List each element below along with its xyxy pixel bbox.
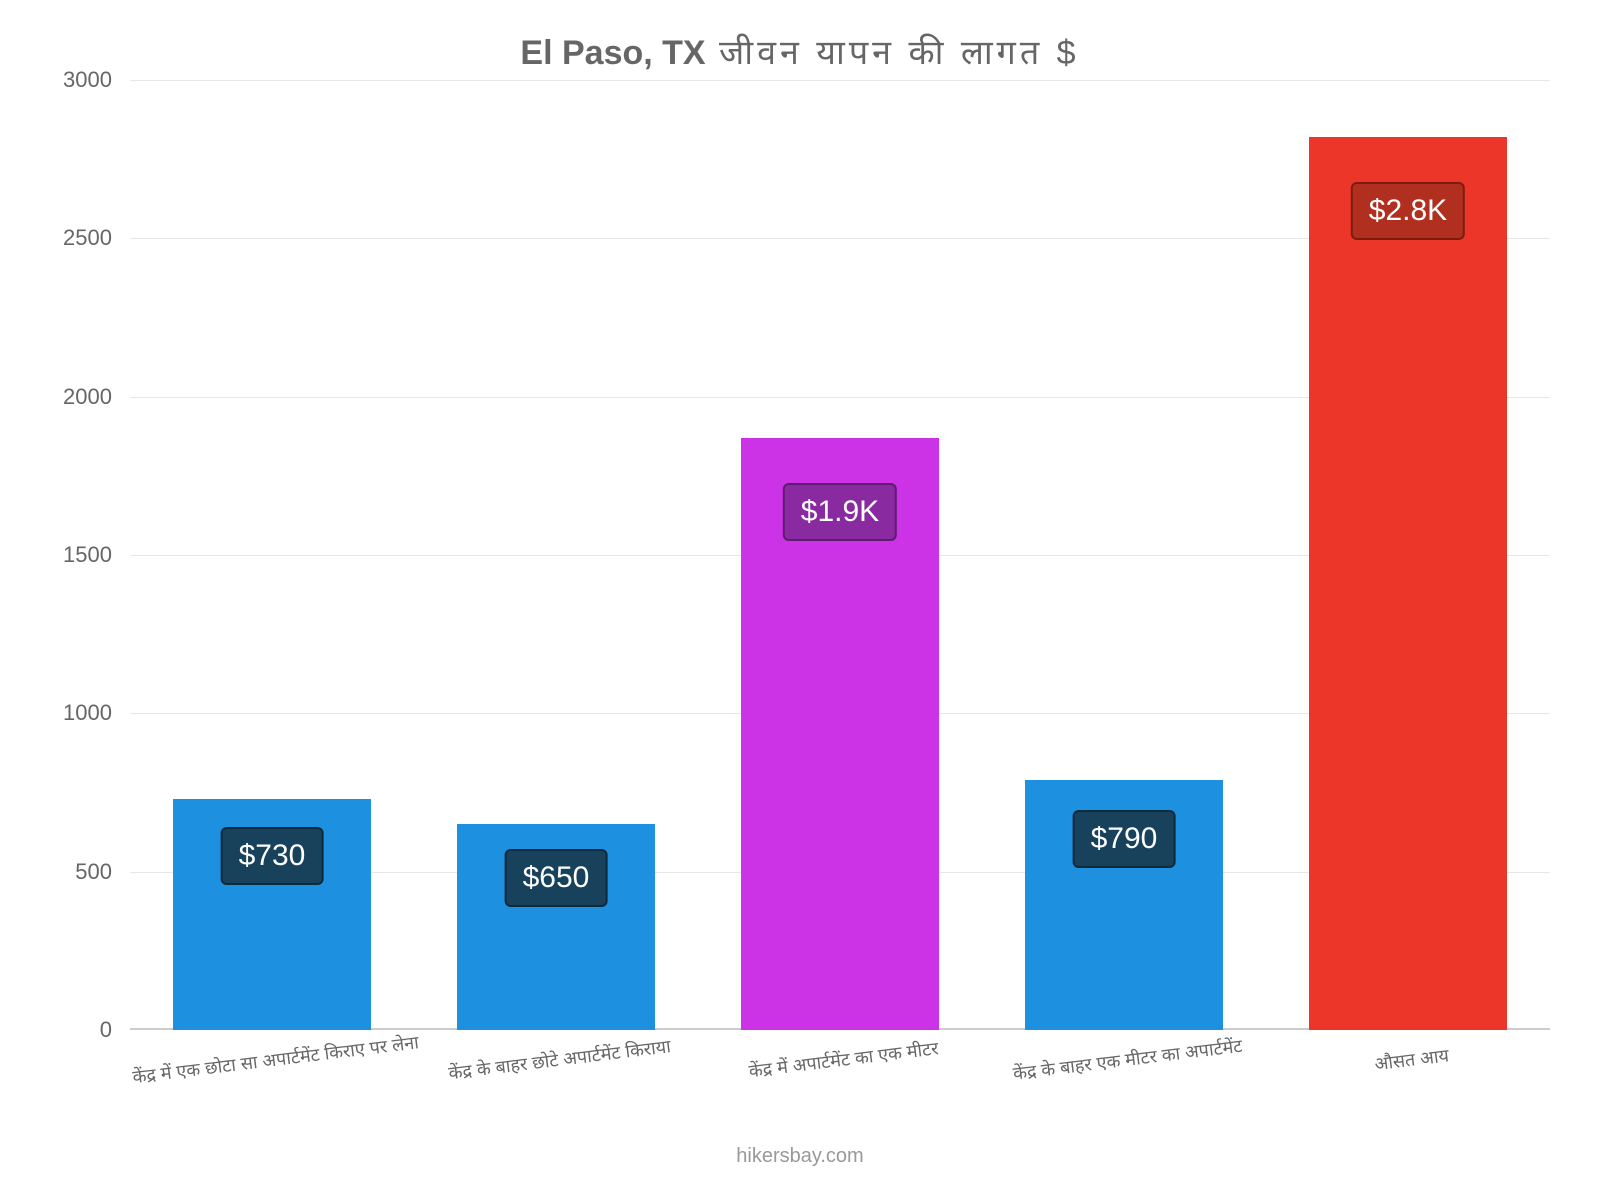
chart-title: El Paso, TX जीवन यापन की लागत $ <box>0 28 1600 74</box>
y-axis-label: 3000 <box>63 67 130 93</box>
bar: $650 <box>457 824 656 1030</box>
y-axis-label: 1000 <box>63 700 130 726</box>
bar-value-badge: $790 <box>1073 810 1176 868</box>
plot-area: 050010001500200025003000$730केंद्र में ए… <box>130 80 1550 1030</box>
bar-value-badge: $2.8K <box>1351 182 1465 240</box>
bar-value-badge: $650 <box>505 849 608 907</box>
x-axis-label: औसत आय <box>1371 1025 1450 1076</box>
gridline <box>130 80 1550 81</box>
y-axis-label: 2500 <box>63 225 130 251</box>
bar: $2.8K <box>1309 137 1508 1030</box>
y-axis-label: 2000 <box>63 384 130 410</box>
y-axis-label: 1500 <box>63 542 130 568</box>
chart-title-rest: जीवन यापन की लागत $ <box>706 34 1080 72</box>
y-axis-label: 0 <box>100 1017 130 1043</box>
bar-value-badge: $730 <box>221 827 324 885</box>
bar: $730 <box>173 799 372 1030</box>
bar: $790 <box>1025 780 1224 1030</box>
chart-container: El Paso, TX जीवन यापन की लागत $ 05001000… <box>0 0 1600 1200</box>
chart-title-bold: El Paso, TX <box>520 34 705 72</box>
bar: $1.9K <box>741 438 940 1030</box>
chart-credits: hikersbay.com <box>0 1145 1600 1168</box>
y-axis-label: 500 <box>75 859 130 885</box>
bar-value-badge: $1.9K <box>783 483 897 541</box>
